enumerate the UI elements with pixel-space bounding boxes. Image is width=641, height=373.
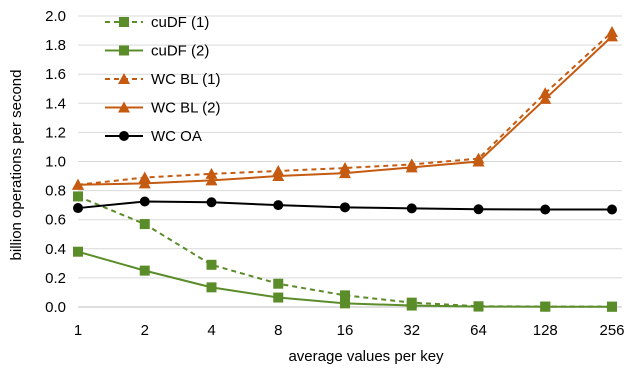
data-point-triangle xyxy=(205,167,218,179)
legend: cuDF (1) cuDF (2) WC BL (1) WC BL (2) WC OA xyxy=(105,14,220,145)
data-point-circle xyxy=(406,203,417,214)
data-point-square xyxy=(540,301,551,312)
data-point-triangle xyxy=(118,73,130,84)
y-tick-label: 1.6 xyxy=(45,66,66,83)
data-point-triangle xyxy=(339,167,351,179)
y-tick-label: 1.4 xyxy=(45,95,66,112)
data-point-square xyxy=(340,298,350,309)
x-tick-label: 1 xyxy=(74,322,82,339)
data-point-square xyxy=(73,191,83,202)
y-tick-label: 0.8 xyxy=(45,183,66,200)
data-point-triangle xyxy=(405,161,418,173)
series-line xyxy=(77,31,613,186)
data-point-triangle xyxy=(205,174,218,186)
data-point-square xyxy=(607,301,617,312)
data-point-triangle xyxy=(472,155,485,167)
data-point-triangle xyxy=(138,171,151,183)
series-wc-oa xyxy=(73,196,617,215)
y-tick-label: 0.2 xyxy=(45,270,66,287)
data-point-circle xyxy=(139,196,150,207)
data-point-circle xyxy=(540,204,551,215)
x-axis-tick-labels: 1 2 4 8 16 32 64 128 256 xyxy=(74,322,625,339)
y-tick-label: 2.0 xyxy=(45,8,66,25)
data-point-triangle xyxy=(539,92,552,104)
series-group xyxy=(72,26,618,312)
x-tick-label: 128 xyxy=(533,322,558,339)
data-point-circle xyxy=(73,203,83,214)
y-tick-label: 1.8 xyxy=(45,37,66,54)
data-point-triangle xyxy=(72,178,84,190)
data-point-square xyxy=(73,246,83,257)
data-point-circle xyxy=(119,131,129,141)
data-point-square xyxy=(273,292,284,303)
x-tick-label: 16 xyxy=(337,322,354,339)
y-axis-tick-labels: 0.0 0.2 0.4 0.6 0.8 1.0 1.2 1.4 1.6 1.8 2.0 xyxy=(45,8,66,316)
legend-label: cuDF (1) xyxy=(151,14,209,31)
data-point-circle xyxy=(273,200,284,211)
x-tick-label: 256 xyxy=(599,322,624,339)
data-point-square xyxy=(473,301,484,312)
legend-item: cuDF (1) xyxy=(105,14,209,31)
y-axis-title: billion operations per second xyxy=(8,70,25,261)
data-point-square xyxy=(119,45,129,56)
data-point-square xyxy=(406,300,417,311)
data-point-circle xyxy=(340,202,350,213)
x-axis-title: average values per key xyxy=(288,348,444,365)
data-point-square xyxy=(139,219,150,230)
legend-label: WC OA xyxy=(151,128,202,145)
legend-item: WC BL (2) xyxy=(105,100,220,117)
data-point-triangle xyxy=(138,177,151,189)
legend-item: WC BL (1) xyxy=(105,71,220,88)
data-point-triangle xyxy=(272,170,285,182)
legend-label: WC BL (2) xyxy=(151,100,220,117)
data-point-square xyxy=(206,282,217,293)
data-point-square xyxy=(273,278,284,289)
data-point-square xyxy=(206,259,217,270)
x-tick-label: 4 xyxy=(207,322,215,339)
data-point-triangle xyxy=(606,30,618,42)
y-tick-label: 0.0 xyxy=(45,299,66,316)
data-point-triangle xyxy=(118,101,130,113)
x-tick-label: 2 xyxy=(141,322,149,339)
series-cudf-2 xyxy=(73,246,617,312)
y-tick-label: 0.4 xyxy=(45,241,66,258)
data-point-circle xyxy=(206,197,217,208)
x-tick-label: 32 xyxy=(403,322,420,339)
data-point-square xyxy=(119,17,129,27)
gridlines xyxy=(78,15,622,279)
legend-item: cuDF (2) xyxy=(105,43,209,60)
data-point-circle xyxy=(607,204,617,215)
data-point-square xyxy=(139,265,150,276)
y-tick-label: 0.6 xyxy=(45,212,66,229)
data-point-circle xyxy=(473,204,484,215)
y-tick-label: 1.2 xyxy=(45,124,66,141)
x-tick-label: 8 xyxy=(274,322,282,339)
legend-item: WC OA xyxy=(105,128,202,145)
data-point-square xyxy=(340,290,350,301)
legend-label: WC BL (1) xyxy=(151,71,220,88)
series-wc-bl-2 xyxy=(72,30,618,190)
y-tick-label: 1.0 xyxy=(45,154,66,171)
legend-label: cuDF (2) xyxy=(151,43,209,60)
series-line xyxy=(77,195,613,308)
x-tick-label: 64 xyxy=(470,322,487,339)
